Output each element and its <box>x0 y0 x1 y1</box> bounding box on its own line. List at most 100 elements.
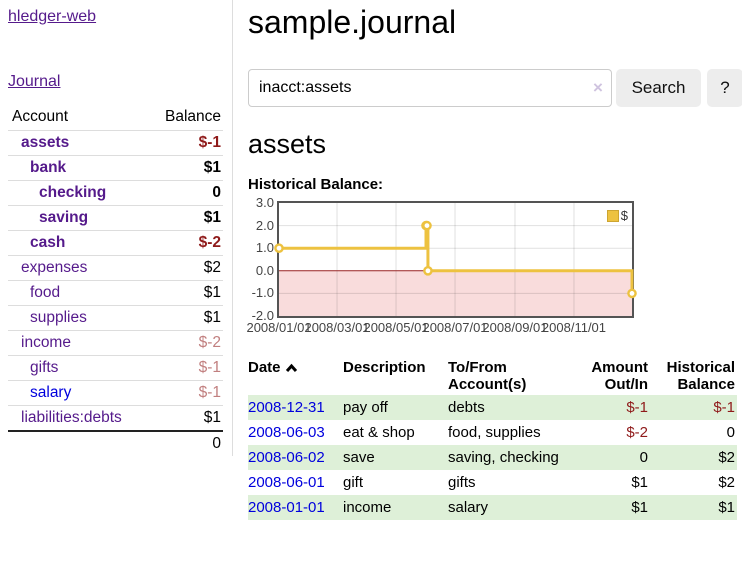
chart-plot-area[interactable]: $ <box>274 201 637 318</box>
account-link[interactable]: checking <box>39 184 107 201</box>
transaction-accounts: gifts <box>448 474 476 491</box>
legend-label: $ <box>620 208 628 223</box>
transaction-amount: $1 <box>631 499 648 516</box>
account-row: gifts $-1 <box>8 355 223 381</box>
transaction-date-link[interactable]: 2008-01-01 <box>248 499 325 516</box>
account-row: salary $-1 <box>8 380 223 406</box>
search-button[interactable]: Search <box>616 69 701 107</box>
clear-search-icon[interactable]: × <box>593 78 603 97</box>
sidebar-item-journal[interactable]: Journal <box>8 73 61 90</box>
register-col-accounts[interactable]: To/From Account(s) <box>448 359 527 393</box>
account-link[interactable]: saving <box>39 209 89 226</box>
y-tick-label: -1.0 <box>251 285 274 301</box>
transaction-row[interactable]: 2008-01-01 income salary $1 $1 <box>248 495 737 520</box>
transaction-date-link[interactable]: 2008-06-02 <box>248 449 325 466</box>
transaction-balance: $-1 <box>713 399 735 416</box>
transaction-date: 2008-12-31 <box>248 395 343 420</box>
search-bar: × Search ? <box>248 69 742 107</box>
register-col-description[interactable]: Description <box>343 359 426 376</box>
register-table: Date Description To/From Account(s) Amou… <box>248 357 737 520</box>
account-balance: 0 <box>148 180 223 206</box>
help-button[interactable]: ? <box>707 69 742 107</box>
account-link[interactable]: gifts <box>30 359 59 376</box>
register-col-amount[interactable]: Amount Out/In <box>591 359 648 393</box>
transaction-row[interactable]: 2008-12-31 pay off debts $-1 $-1 <box>248 395 737 420</box>
transaction-amount: $1 <box>631 474 648 491</box>
register-col-date[interactable]: Date <box>248 357 343 395</box>
account-row: food $1 <box>8 280 223 306</box>
transaction-balance: 0 <box>726 424 735 441</box>
transaction-balance: $2 <box>718 474 735 491</box>
transaction-row[interactable]: 2008-06-03 eat & shop food, supplies $-2 0 <box>248 420 737 445</box>
account-link[interactable]: food <box>30 284 61 301</box>
sidebar: hledger-web Journal Account Balance asse… <box>0 0 233 456</box>
account-link[interactable]: cash <box>30 234 66 251</box>
transaction-date-link[interactable]: 2008-12-31 <box>248 399 325 416</box>
account-link[interactable]: income <box>21 334 71 351</box>
page-title: sample.journal <box>248 4 457 40</box>
account-balance: $1 <box>148 305 223 331</box>
transaction-date: 2008-06-02 <box>248 445 343 470</box>
transaction-date: 2008-06-03 <box>248 420 343 445</box>
transaction-row[interactable]: 2008-06-02 save saving, checking 0 $2 <box>248 445 737 470</box>
search-input[interactable] <box>248 69 612 107</box>
transaction-accounts: debts <box>448 399 485 416</box>
chart-canvas <box>274 203 637 316</box>
transaction-row[interactable]: 2008-06-01 gift gifts $1 $2 <box>248 470 737 495</box>
account-balance: $1 <box>148 205 223 231</box>
accounts-col-account: Account <box>12 108 69 125</box>
chart-legend: $ <box>606 208 628 223</box>
account-link[interactable]: assets <box>21 134 70 151</box>
transaction-date: 2008-01-01 <box>248 495 343 520</box>
transaction-accounts: food, supplies <box>448 424 541 441</box>
account-row: liabilities:debts $1 <box>8 405 223 431</box>
account-link[interactable]: liabilities:debts <box>21 409 122 426</box>
transaction-date-link[interactable]: 2008-06-03 <box>248 424 325 441</box>
x-tick-label: 2008/01/01 <box>246 320 312 335</box>
account-link[interactable]: salary <box>30 384 72 401</box>
x-tick-label: 2008/07/01 <box>422 320 488 335</box>
transaction-date: 2008-06-01 <box>248 470 343 495</box>
account-balance: $1 <box>148 405 223 431</box>
y-tick-label: 3.0 <box>255 195 274 210</box>
y-tick-label: 2.0 <box>255 217 274 233</box>
y-tick-label: -2.0 <box>251 308 274 323</box>
account-row: cash $-2 <box>8 230 223 256</box>
account-balance: $-2 <box>148 230 223 256</box>
historical-balance-chart: 3.0 2.0 1.0 0.0 -1.0 -2.0 $ 2008/01/01 2008/03… <box>246 196 742 341</box>
x-tick-label: 2008/05/01 <box>363 320 429 335</box>
x-tick-label: 2008/09/01 <box>482 320 548 335</box>
accounts-total-row: 0 <box>8 430 223 456</box>
account-row: supplies $1 <box>8 305 223 331</box>
chart-heading: Historical Balance: <box>248 176 384 193</box>
transaction-balance: $1 <box>718 499 735 516</box>
account-row: checking 0 <box>8 180 223 206</box>
transaction-amount: $-2 <box>626 424 648 441</box>
transaction-accounts: saving, checking <box>448 449 559 466</box>
sort-asc-icon <box>285 360 298 377</box>
account-link[interactable]: expenses <box>21 259 88 276</box>
account-row: income $-2 <box>8 330 223 356</box>
main-content: sample.journal × Search ? assets Histori… <box>246 0 742 520</box>
account-balance: $-1 <box>148 130 223 156</box>
register-col-balance[interactable]: Historical Balance <box>666 359 735 393</box>
transaction-description: save <box>343 449 375 466</box>
x-tick-label: 2008/03/01 <box>304 320 370 335</box>
account-link[interactable]: supplies <box>30 309 87 326</box>
transaction-date-link[interactable]: 2008-06-01 <box>248 474 325 491</box>
account-title: assets <box>248 129 327 159</box>
account-balance: $1 <box>148 280 223 306</box>
app-brand-link[interactable]: hledger-web <box>8 8 97 25</box>
account-row: assets $-1 <box>8 130 223 156</box>
account-balance: $2 <box>148 255 223 281</box>
legend-swatch-icon <box>606 209 619 222</box>
account-row: bank $1 <box>8 155 223 181</box>
y-tick-label: 1.0 <box>255 240 274 256</box>
transaction-description: eat & shop <box>343 424 415 441</box>
account-balance: $-1 <box>148 380 223 406</box>
accounts-table: Account Balance assets $-1 bank $1 checking 0… <box>8 105 223 456</box>
account-row: expenses $2 <box>8 255 223 281</box>
account-link[interactable]: bank <box>30 159 67 176</box>
x-tick-label: 2008/11/01 <box>541 320 607 335</box>
account-balance: $-2 <box>148 330 223 356</box>
